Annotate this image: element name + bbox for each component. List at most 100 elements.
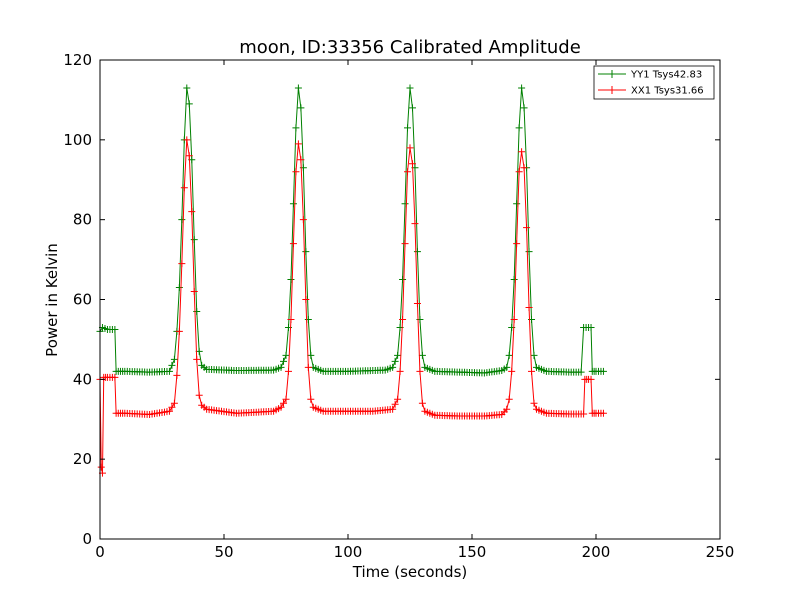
data-point xyxy=(580,410,588,418)
data-point xyxy=(599,409,607,417)
data-point xyxy=(418,351,426,359)
data-point xyxy=(587,323,595,331)
y-tick-label: 100 xyxy=(63,131,92,149)
data-point xyxy=(299,216,307,224)
y-tick-label: 0 xyxy=(82,530,92,548)
x-tick-label: 100 xyxy=(334,543,363,561)
legend-marker xyxy=(608,86,616,94)
data-point xyxy=(302,248,310,256)
data-point xyxy=(183,84,191,92)
series-line xyxy=(99,87,604,374)
data-point xyxy=(523,224,531,232)
data-point xyxy=(389,363,397,371)
data-point xyxy=(111,325,119,333)
data-point xyxy=(304,363,312,371)
y-tick-label: 120 xyxy=(63,51,92,69)
x-tick-label: 150 xyxy=(458,543,487,561)
y-tick-label: 20 xyxy=(73,450,92,468)
series-yy1 xyxy=(96,84,607,377)
data-point xyxy=(175,284,183,292)
data-point xyxy=(287,315,295,323)
data-point xyxy=(193,307,201,315)
data-point xyxy=(587,375,595,383)
data-point xyxy=(396,367,404,375)
data-point xyxy=(185,152,193,160)
data-point xyxy=(185,100,193,108)
data-point xyxy=(165,367,173,375)
legend-label-yy1: YY1 Tsys42.83 xyxy=(630,70,702,81)
data-point xyxy=(277,363,285,371)
data-point xyxy=(413,248,421,256)
data-point xyxy=(280,399,288,407)
data-point xyxy=(404,124,412,132)
data-point xyxy=(391,400,399,408)
x-tick-label: 200 xyxy=(582,543,611,561)
data-point xyxy=(401,240,409,248)
data-point xyxy=(599,367,607,375)
data-point xyxy=(520,164,528,172)
data-point xyxy=(408,104,416,112)
data-point xyxy=(510,276,518,284)
data-point xyxy=(389,405,397,413)
data-point xyxy=(399,276,407,284)
legend: YY1 Tsys42.83 XX1 Tsys31.66 xyxy=(593,65,715,100)
data-point xyxy=(530,399,538,407)
data-point xyxy=(297,156,305,164)
data-point xyxy=(518,84,526,92)
data-point xyxy=(175,327,183,335)
data-point xyxy=(513,240,521,248)
data-point xyxy=(307,395,315,403)
data-point xyxy=(394,395,402,403)
data-point xyxy=(515,168,523,176)
data-point xyxy=(406,84,414,92)
data-point xyxy=(180,184,188,192)
data-point xyxy=(111,373,119,381)
chart-title: moon, ID:33356 Calibrated Amplitude xyxy=(239,37,581,58)
x-tick-label: 50 xyxy=(214,543,233,561)
x-tick-label: 250 xyxy=(706,543,735,561)
data-point xyxy=(297,104,305,112)
data-point xyxy=(307,351,315,359)
data-point xyxy=(280,357,288,365)
data-point xyxy=(503,405,511,413)
x-axis: 0 50 100 150 200 250 xyxy=(95,60,734,561)
data-point xyxy=(411,220,419,228)
data-point xyxy=(508,367,516,375)
data-point xyxy=(416,367,424,375)
data-point xyxy=(165,407,173,415)
data-point xyxy=(505,395,513,403)
data-point xyxy=(289,240,297,248)
y-tick-label: 80 xyxy=(73,211,92,229)
data-point xyxy=(195,391,203,399)
data-point xyxy=(178,260,186,268)
data-point xyxy=(188,208,196,216)
data-point xyxy=(404,168,412,176)
data-point xyxy=(503,363,511,371)
plot-area xyxy=(99,59,721,540)
legend-marker xyxy=(608,70,616,78)
data-point xyxy=(294,84,302,92)
data-point xyxy=(304,315,312,323)
data-point xyxy=(525,248,533,256)
y-axis-label: Power in Kelvin xyxy=(43,243,61,357)
series-line xyxy=(99,139,604,474)
data-point xyxy=(406,144,414,152)
x-axis-label: Time (seconds) xyxy=(352,563,468,581)
data-point xyxy=(505,351,513,359)
data-point xyxy=(302,296,310,303)
y-tick-label: 40 xyxy=(73,370,92,388)
legend-label-xx1: XX1 Tsys31.66 xyxy=(631,86,704,97)
data-point xyxy=(413,299,421,307)
data-point xyxy=(399,315,407,323)
data-point xyxy=(282,351,290,359)
data-point xyxy=(292,124,300,132)
data-point xyxy=(168,403,176,411)
data-point xyxy=(408,160,416,168)
data-point xyxy=(294,140,302,148)
data-point xyxy=(190,236,198,244)
data-point xyxy=(190,288,198,296)
data-point xyxy=(525,303,533,311)
data-point xyxy=(193,355,201,363)
data-point xyxy=(518,148,526,156)
